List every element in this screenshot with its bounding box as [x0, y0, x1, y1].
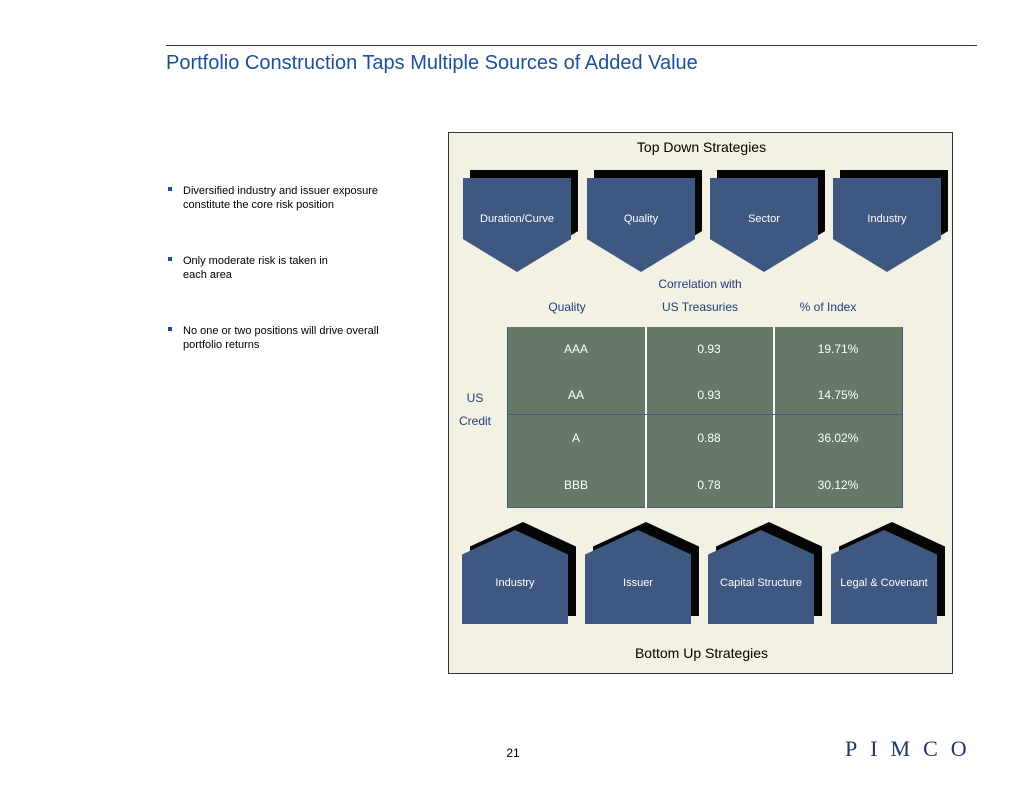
bottom-strategy-label: Legal & Covenant: [840, 577, 928, 589]
top-strategy-quality: Quality: [587, 170, 703, 272]
bullet-line: No one or two positions will drive overa…: [183, 325, 379, 337]
bullet-square-icon: [168, 257, 172, 261]
bottom-strategy-capital-structure: Capital Structure: [708, 522, 824, 624]
bottom-strategy-industry: Industry: [462, 522, 578, 624]
header-quality: Quality: [548, 300, 586, 314]
bullet-line: each area: [183, 269, 232, 281]
row-divider: [507, 414, 903, 415]
cell-quality: A: [571, 431, 580, 445]
slide-title: Portfolio Construction Taps Multiple Sou…: [166, 52, 698, 74]
header-correlation-line1: Correlation with: [658, 277, 742, 291]
bullet-line: portfolio returns: [183, 339, 260, 351]
top-strategy-sector: Sector: [710, 170, 826, 272]
cell-correlation: 0.93: [697, 342, 721, 356]
bullet-square-icon: [168, 187, 172, 191]
header-pct-of-index: % of Index: [799, 300, 857, 314]
cell-pct: 14.75%: [817, 388, 859, 402]
bullet-line: constitute the core risk position: [183, 199, 335, 211]
bottom-strategy-label: Issuer: [623, 577, 653, 589]
cell-correlation: 0.88: [697, 431, 721, 445]
top-strategy-duration-curve: Duration/Curve: [463, 170, 579, 272]
cell-pct: 36.02%: [817, 431, 859, 445]
column-divider: [645, 327, 647, 508]
top-strategy-label: Quality: [623, 213, 659, 225]
bullet-line: Only moderate risk is taken in: [183, 255, 328, 267]
bottom-up-heading: Bottom Up Strategies: [634, 645, 769, 661]
pimco-logo: PIMCO: [845, 736, 980, 761]
top-strategy-label: Industry: [867, 213, 907, 225]
header-correlation-line2: US Treasuries: [661, 300, 739, 314]
top-strategy-industry: Industry: [833, 170, 949, 272]
cell-quality: BBB: [563, 478, 588, 492]
cell-pct: 19.71%: [817, 342, 859, 356]
bottom-strategy-legal-covenant: Legal & Covenant: [831, 522, 947, 624]
cell-quality: AAA: [563, 342, 588, 356]
row-label-credit: Credit: [458, 414, 491, 428]
quality-table: [507, 327, 903, 508]
bottom-strategy-issuer: Issuer: [585, 522, 701, 624]
top-down-heading: Top Down Strategies: [636, 139, 767, 155]
bullet-line: Diversified industry and issuer exposure: [183, 185, 379, 197]
bullet-square-icon: [168, 327, 172, 331]
cell-correlation: 0.78: [697, 478, 721, 492]
row-label-us: US: [466, 391, 484, 405]
top-strategy-label: Sector: [748, 213, 780, 225]
page-number: 21: [506, 746, 520, 760]
cell-correlation: 0.93: [697, 388, 721, 402]
column-divider: [773, 327, 775, 508]
bottom-strategy-label: Industry: [495, 577, 535, 589]
top-strategy-label: Duration/Curve: [480, 213, 554, 225]
cell-quality: AA: [567, 388, 584, 402]
cell-pct: 30.12%: [817, 478, 859, 492]
bottom-strategy-label: Capital Structure: [720, 577, 802, 589]
top-rule: [166, 45, 977, 46]
